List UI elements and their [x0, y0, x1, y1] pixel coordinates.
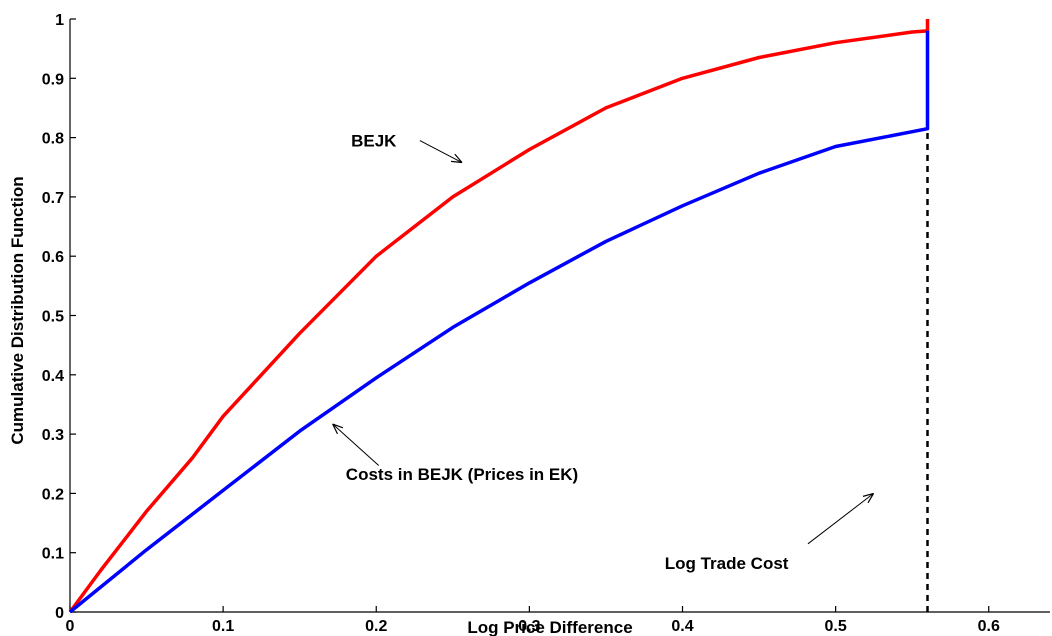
x-tick-label: 0	[66, 618, 75, 635]
annotation-arrow	[332, 423, 380, 466]
y-tick-label: 0.6	[42, 249, 64, 266]
x-tick-label: 0.2	[365, 618, 387, 635]
plot-area: 0 0.1 0.2 0.3 0.4 0.5 0.6 00.10.20.30.40.50.60…	[42, 12, 1050, 635]
y-tick-label: 0.1	[42, 546, 64, 563]
annotation-label: Costs in BEJK (Prices in EK)	[346, 465, 578, 484]
x-ticks: 0 0.1 0.2 0.3 0.4 0.5 0.6	[66, 606, 1000, 635]
annotation-arrow	[807, 492, 875, 545]
annotation-label: Log Trade Cost	[665, 554, 789, 573]
series-line-bejk	[68, 19, 930, 614]
y-tick-label: 0.8	[42, 131, 64, 148]
y-tick-label: 0.3	[42, 427, 64, 444]
y-tick-label: 0.4	[42, 368, 64, 385]
y-tick-label: 0.9	[42, 71, 64, 88]
y-tick-label: 0.2	[42, 486, 64, 503]
y-tick-label: 0	[55, 605, 64, 622]
series-line-costs	[68, 30, 930, 614]
x-tick-label: 0.3	[518, 618, 540, 635]
y-axis-title: Cumulative Distribution Function	[8, 176, 27, 444]
y-tick-label: 0.7	[42, 190, 64, 207]
y-tick-label: 0.5	[42, 309, 64, 326]
x-tick-label: 0.6	[978, 618, 1000, 635]
series-layer	[68, 19, 930, 614]
x-axis-title: Log Price Difference	[467, 618, 632, 636]
x-tick-label: 0.5	[825, 618, 847, 635]
annotation-label: BEJK	[351, 132, 397, 151]
x-tick-label: 0.1	[212, 618, 234, 635]
annotation-layer: BEJK Costs in BEJK (Prices in EK) Log Trad…	[332, 132, 875, 573]
y-tick-label: 1	[55, 12, 64, 29]
y-ticks: 0 0.1 0.2 0.3 0.4 0.5 0.6 0.7 0.8 0.9 1	[42, 12, 76, 622]
annotation-arrow	[419, 140, 463, 164]
x-tick-label: 0.4	[671, 618, 693, 635]
